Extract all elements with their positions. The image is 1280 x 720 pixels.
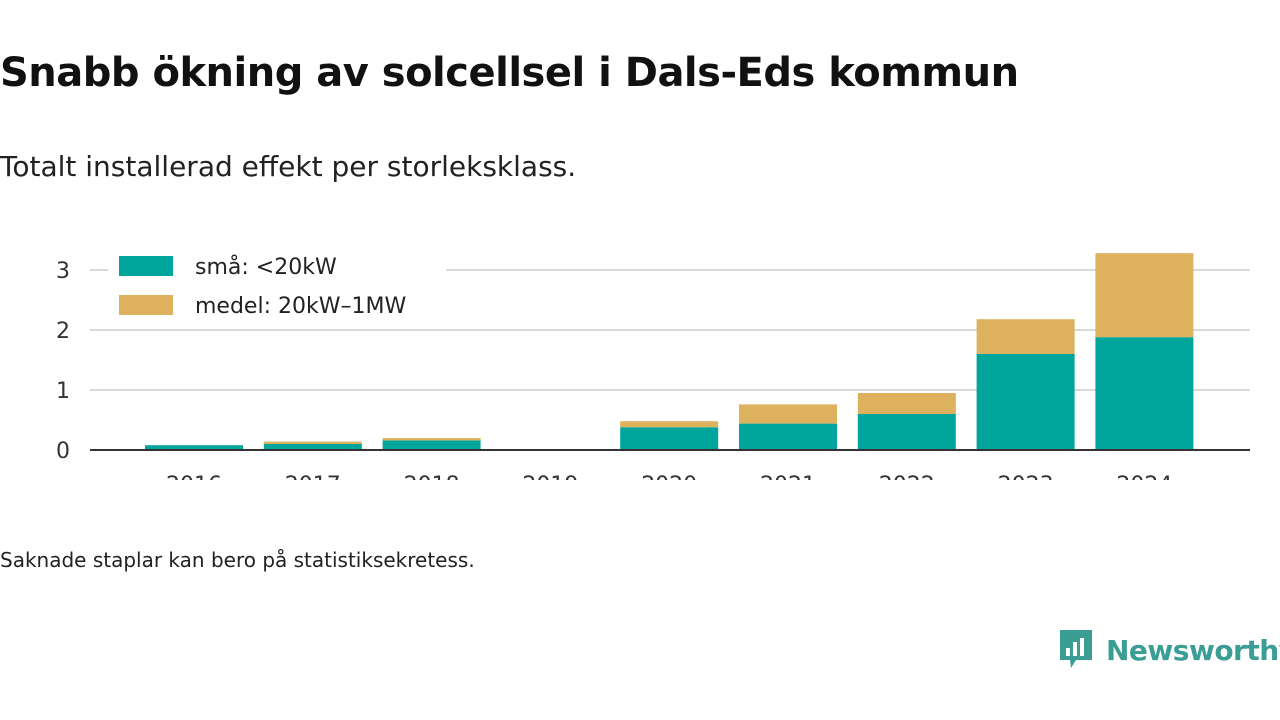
- axes: 0 1 2 3 2016 2017 2018 2019 2020 2021 2022 2023 2024: [56, 259, 1250, 480]
- x-tick-label: 2016: [166, 473, 222, 480]
- y-tick-label: 0: [56, 439, 70, 464]
- bar-2021-medium: [739, 404, 837, 424]
- y-tick-label: 1: [56, 379, 70, 404]
- legend-label: medel: 20kW–1MW: [195, 294, 406, 319]
- bar-2022-medium: [857, 393, 956, 414]
- newsworthy-logo[interactable]: Newsworthy: [1058, 628, 1280, 672]
- x-tick-label: 2023: [998, 473, 1054, 480]
- bar-2024-medium: [1095, 253, 1194, 338]
- bar-2020-medium: [620, 421, 719, 428]
- x-tick-label: 2017: [285, 473, 341, 480]
- bar-2024-small: [1095, 337, 1194, 450]
- bar-2016-small: [145, 445, 243, 450]
- bar-2017-small: [263, 444, 362, 450]
- bar-2023-small: [976, 354, 1075, 450]
- legend-swatch: [119, 256, 173, 276]
- x-tick-label: 2020: [641, 473, 697, 480]
- bar-2017-medium: [263, 441, 362, 444]
- x-tick-label: 2021: [760, 473, 816, 480]
- newsworthy-logo-icon: [1060, 630, 1092, 668]
- bars: [145, 253, 1194, 450]
- legend-swatch: [119, 295, 173, 315]
- legend: små: <20kW medel: 20kW–1MW: [108, 244, 446, 328]
- chart-subtitle: Totalt installerad effekt per storlekskl…: [0, 150, 577, 183]
- bar-2020-small: [620, 427, 719, 450]
- bar-2022-small: [857, 414, 956, 450]
- newsworthy-logo-text: Newsworthy: [1106, 633, 1280, 667]
- x-tick-label: 2024: [1116, 473, 1172, 480]
- x-tick-label: 2019: [522, 473, 578, 480]
- chart-title: Snabb ökning av solcellsel i Dals-Eds ko…: [0, 50, 1019, 96]
- y-tick-label: 2: [56, 319, 70, 344]
- bar-2018-small: [382, 440, 481, 450]
- y-tick-label: 3: [56, 259, 70, 284]
- footnote: Saknade staplar kan bero på statistiksek…: [0, 548, 475, 572]
- bar-2018-medium: [382, 438, 481, 441]
- x-tick-label: 2018: [404, 473, 460, 480]
- stacked-bar-chart: 0 1 2 3 2016 2017 2018 2019 2020 2021 2022 2023 2024…: [56, 244, 1250, 480]
- bar-2021-small: [739, 423, 837, 450]
- legend-label: små: <20kW: [195, 254, 337, 280]
- bar-2023-medium: [976, 319, 1075, 354]
- x-tick-label: 2022: [879, 473, 935, 480]
